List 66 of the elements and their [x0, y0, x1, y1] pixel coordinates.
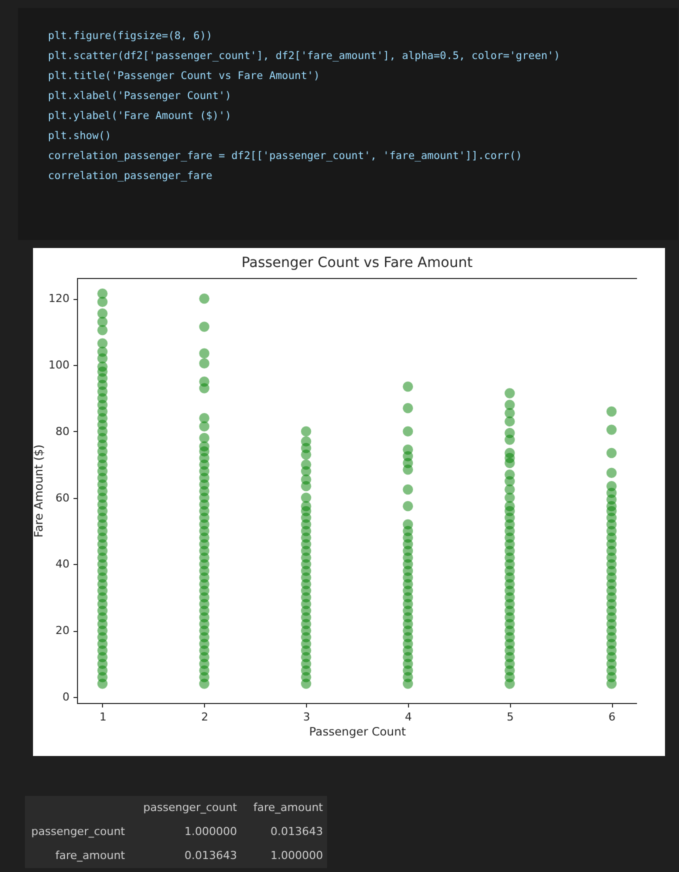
y-tick-label: 0 [62, 690, 70, 704]
text: plt.xlabel('Passenger Count') [48, 90, 232, 102]
text: correlation_passenger_fare = df2[['passenger_count', 'fare_amount']].corr() [48, 150, 522, 162]
point [606, 424, 617, 435]
point [97, 296, 108, 308]
x-tick-label: 2 [201, 710, 208, 724]
point [300, 426, 312, 437]
y-tick-label: 120 [48, 292, 70, 306]
text: plt.ylabel('Fare Amount ($)') [48, 110, 232, 122]
point [504, 428, 515, 438]
point [402, 381, 414, 392]
text: 1.000000 [270, 849, 323, 862]
point [504, 400, 515, 410]
point [402, 484, 414, 495]
point [199, 421, 210, 432]
point [199, 348, 210, 358]
point [504, 388, 515, 398]
text: 1.000000 [184, 825, 237, 838]
point [606, 448, 617, 458]
point [199, 413, 210, 424]
y-tick-label: 20 [56, 624, 70, 638]
point [300, 492, 312, 503]
point [606, 406, 617, 417]
y-tick-label: 80 [56, 424, 70, 438]
point [504, 469, 515, 480]
point [97, 338, 108, 349]
x-tick-label: 6 [608, 710, 616, 724]
point [97, 288, 108, 299]
x-tick-label: 1 [99, 710, 106, 724]
point [402, 426, 414, 437]
category-label: fare_amount [253, 801, 324, 814]
point [300, 436, 312, 446]
point [199, 358, 210, 368]
point [402, 444, 414, 455]
x-tick-label: 3 [303, 710, 310, 724]
x-tick-label: 4 [404, 710, 412, 724]
category-label: fare_amount [55, 849, 125, 862]
x-tick-label: 5 [506, 710, 514, 724]
point [300, 459, 312, 470]
point [199, 376, 210, 387]
category-label: passenger_count [143, 801, 238, 814]
text: plt.title('Passenger Count vs Fare Amount') [48, 70, 320, 82]
text: 0.013643 [184, 849, 237, 862]
y-axis-title: Fare Amount ($) [32, 444, 46, 538]
category-label: passenger_count [31, 825, 125, 838]
y-tick-label: 100 [48, 358, 70, 372]
text: plt.figure(figsize=(8, 6)) [48, 30, 212, 42]
point [199, 293, 210, 304]
point [300, 474, 312, 485]
text: plt.scatter(df2['passenger_count'], df2['fare_amount'], alpha=0.5, color='green') [48, 50, 560, 62]
point [606, 468, 617, 478]
point [504, 448, 515, 458]
text: 0.013643 [270, 825, 323, 838]
y-tick-label: 40 [56, 558, 70, 571]
point [199, 322, 210, 332]
point [199, 432, 210, 444]
point [402, 403, 414, 414]
text: plt.show() [48, 130, 112, 142]
point [606, 481, 617, 492]
y-tick-label: 60 [56, 491, 70, 504]
text: correlation_passenger_fare [48, 170, 212, 182]
point [97, 308, 108, 319]
x-axis-title: Passenger Count [309, 724, 406, 738]
point [402, 519, 414, 530]
chart-title: Passenger Count vs Fare Amount [241, 255, 474, 271]
point [402, 500, 414, 512]
